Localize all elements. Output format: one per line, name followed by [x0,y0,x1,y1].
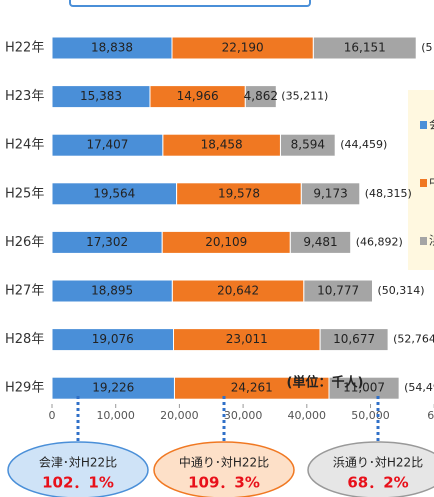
value-label: 20,642 [217,284,259,298]
y-tick-label: H26年 [5,235,44,250]
ratio-value: 68．2% [347,474,408,492]
total-label: (5 [421,41,432,54]
value-label: 19,076 [92,332,134,346]
value-label: 23,011 [226,332,268,346]
x-tick-label: 20,000 [160,409,199,422]
x-tick-label: 50,000 [351,409,390,422]
x-tick-label: 10,000 [96,409,135,422]
legend-swatch [420,121,427,129]
total-label: (48,315) [365,187,412,200]
ratio-value: 109．3% [188,474,260,492]
legend-label: 中通り [429,175,434,190]
title-box [70,0,310,6]
legend-swatch [420,179,427,187]
x-tick-label: 30,000 [224,409,263,422]
total-label: (52,764) [393,333,434,346]
value-label: 19,578 [218,186,260,200]
value-label: 19,564 [93,186,135,200]
unit-label: (単位：千人) [287,375,364,391]
legend-swatch [420,237,427,245]
value-label: 17,302 [86,235,128,249]
value-label: 18,838 [91,41,133,55]
x-tick-label: 40,000 [288,409,327,422]
value-label: 10,677 [333,332,375,346]
y-tick-label: H28年 [5,332,44,347]
y-tick-label: H27年 [5,284,44,299]
value-label: 18,895 [91,284,133,298]
x-tick-label: 0 [49,409,56,422]
legend-label: 浜通り [429,234,434,248]
ratio-value: 102．1% [42,474,114,492]
total-label: (46,892) [356,235,403,248]
chart: 0 10,000 20,000 30,000 40,000 50,000 60 会津中通り浜通… [0,0,434,497]
value-label: 22,190 [222,41,264,55]
value-label: 8,594 [291,138,325,152]
total-label: (35,211) [281,90,328,103]
value-label: 20,109 [205,235,247,249]
legend-label: 会津 [429,118,434,132]
total-label: (50,314) [378,284,425,297]
y-tick-label: H25年 [5,186,44,201]
value-label: 14,966 [177,89,219,103]
ratio-title: 中通り･対H22比 [179,455,269,470]
x-tick-label: 60 [427,409,434,422]
value-label: 18,458 [201,138,243,152]
value-label: 9,173 [313,186,347,200]
value-label: 17,407 [86,138,128,152]
y-tick-label: H22年 [5,41,44,56]
value-label: 24,261 [231,381,273,395]
total-label: (44,459) [340,138,387,151]
y-tick-label: H24年 [5,138,44,153]
y-tick-label: H23年 [5,89,44,104]
ratio-title: 浜通り･対H22比 [333,456,423,470]
value-label: 16,151 [344,41,386,55]
value-label: 9,481 [303,235,337,249]
value-label: 15,383 [80,89,122,103]
value-label: 10,777 [317,284,359,298]
y-tick-label: H29年 [5,381,44,396]
total-label: (54,49 [404,381,434,394]
ratio-title: 会津･対H22比 [39,456,117,470]
value-label: 4,862 [244,89,278,103]
value-label: 19,226 [92,381,134,395]
